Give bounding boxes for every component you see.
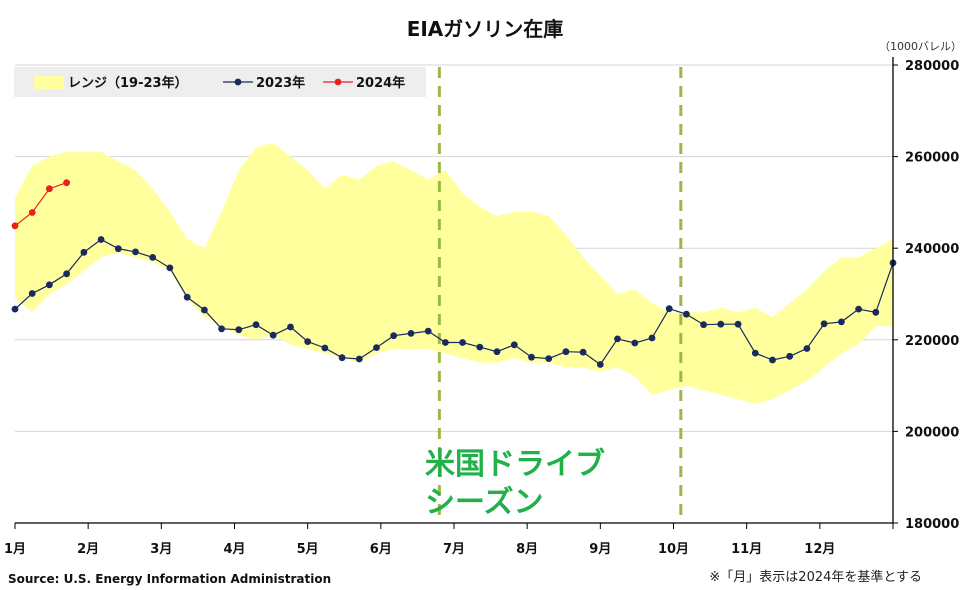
x-tick-label-8: 9月 <box>589 542 611 557</box>
series-2023-point-48 <box>838 318 845 326</box>
series-2023-point-27 <box>476 343 484 351</box>
legend-2023-label: 2023年 <box>256 75 305 91</box>
legend-background <box>14 67 426 97</box>
axes <box>14 57 894 529</box>
series-2023-point-9 <box>166 264 174 272</box>
series-2023-line <box>14 238 894 366</box>
series-2023-point-22 <box>390 332 398 340</box>
y-tick-label-3: 240000 <box>905 242 959 257</box>
series-2023-point-14 <box>252 321 260 329</box>
range-area <box>15 142 893 404</box>
legend-2024-label: 2024年 <box>356 75 405 91</box>
x-tick-label-3: 4月 <box>223 542 245 557</box>
series-2023-point-50 <box>872 308 880 316</box>
x-tick-label-9: 10月 <box>658 542 689 557</box>
legend-range-label: レンジ（19-23年） <box>68 75 188 91</box>
series-2023-point-10 <box>183 293 191 301</box>
x-tick-labels: 1月 2月 3月 4月 5月 6月 7月 8月 9月 10月 11月 12月 <box>4 542 835 557</box>
x-tick-label-7: 8月 <box>516 542 538 557</box>
series-2023-point-2 <box>46 281 53 289</box>
series-2023-point-6 <box>114 245 122 253</box>
annotation-line-1: 米国ドライブ <box>425 447 605 482</box>
series-2023-point-42 <box>734 320 742 328</box>
legend-2023-marker <box>234 78 242 86</box>
series-2023-point-4 <box>80 248 88 256</box>
series-2023-point-38 <box>665 305 673 313</box>
series-2023-point-17 <box>304 338 312 345</box>
series-2023-point-36 <box>631 339 639 347</box>
series-2023-point-7 <box>132 248 139 256</box>
x-tick-label-2: 3月 <box>150 542 172 557</box>
series-2023-point-29 <box>510 341 518 349</box>
series-2023-point-49 <box>855 305 862 313</box>
series-2023-point-32 <box>562 348 570 356</box>
series-2024-point-0 <box>11 222 19 230</box>
series-2023-point-34 <box>596 361 604 368</box>
series-2023-point-8 <box>149 254 157 261</box>
annotation-line-2: シーズン <box>425 485 544 520</box>
series-2024-line <box>14 182 67 227</box>
series-2023-point-16 <box>287 323 294 331</box>
series-2023-point-15 <box>269 331 277 339</box>
x-tick-label-0: 1月 <box>4 542 26 557</box>
series-2023-point-43 <box>751 349 759 357</box>
series-2024-point-2 <box>46 185 53 193</box>
x-tick-label-10: 11月 <box>731 542 762 557</box>
y-tick-label-4: 260000 <box>905 151 959 166</box>
series-2023-point-33 <box>579 348 587 356</box>
y-tick-label-1: 200000 <box>905 425 959 440</box>
series-2023-point-0 <box>11 305 19 313</box>
series-2023-point-31 <box>545 355 553 362</box>
series-2023-point-46 <box>803 345 811 352</box>
series-2024 <box>11 179 70 230</box>
x-tick-label-5: 6月 <box>370 542 392 557</box>
x-tick-label-6: 7月 <box>443 542 465 557</box>
series-2023-point-47 <box>820 320 828 328</box>
series-2023-point-39 <box>683 310 690 318</box>
series-2023-point-26 <box>459 339 466 346</box>
series-2023-point-44 <box>769 356 776 364</box>
series-2023-point-1 <box>28 290 36 297</box>
series-2023-point-21 <box>373 344 380 351</box>
series-2023-point-13 <box>235 326 243 334</box>
chart-title: EIAガソリン在庫 <box>407 17 564 41</box>
x-tick-label-4: 5月 <box>297 542 319 557</box>
series-2023-point-5 <box>97 236 105 243</box>
series-2023-point-35 <box>614 335 621 343</box>
series-2023-point-40 <box>700 321 707 329</box>
series-2023-point-20 <box>355 355 363 363</box>
series-2024-point-1 <box>28 209 36 216</box>
series-2023-point-45 <box>786 352 794 360</box>
series-2023-point-11 <box>201 306 208 314</box>
y-tick-label-0: 180000 <box>905 517 959 532</box>
series-2023-point-23 <box>407 330 415 337</box>
y-tick-label-5: 280000 <box>905 59 959 74</box>
x-tick-label-1: 2月 <box>77 542 99 557</box>
legend: レンジ（19-23年） 2023年 2024年 <box>14 67 426 97</box>
note-text: ※「月」表示は2024年を基準とする <box>709 569 922 585</box>
series-2023-point-19 <box>338 354 346 362</box>
unit-label: （1000バレル） <box>879 40 962 53</box>
season-markers <box>437 67 683 523</box>
source-text: Source: U.S. Energy Information Administ… <box>8 572 331 586</box>
series-2023-point-12 <box>218 325 226 333</box>
series-2023-point-18 <box>321 344 329 352</box>
series-2023-point-24 <box>424 327 432 335</box>
legend-2024-marker <box>334 78 342 86</box>
series-2023-point-30 <box>528 353 535 361</box>
series-2023-point-37 <box>648 334 656 342</box>
series-2023-point-3 <box>63 270 70 278</box>
range-band <box>15 142 893 404</box>
series-2024-point-3 <box>63 179 70 187</box>
series-2023-point-28 <box>493 348 501 356</box>
legend-range-swatch <box>34 76 64 89</box>
x-tick-label-11: 12月 <box>804 542 835 557</box>
series-2023-point-41 <box>717 320 725 328</box>
y-tick-label-2: 220000 <box>905 334 959 349</box>
series-2023-point-25 <box>442 339 449 346</box>
y-tick-labels: 180000 200000 220000 240000 260000 280000 <box>905 59 959 532</box>
